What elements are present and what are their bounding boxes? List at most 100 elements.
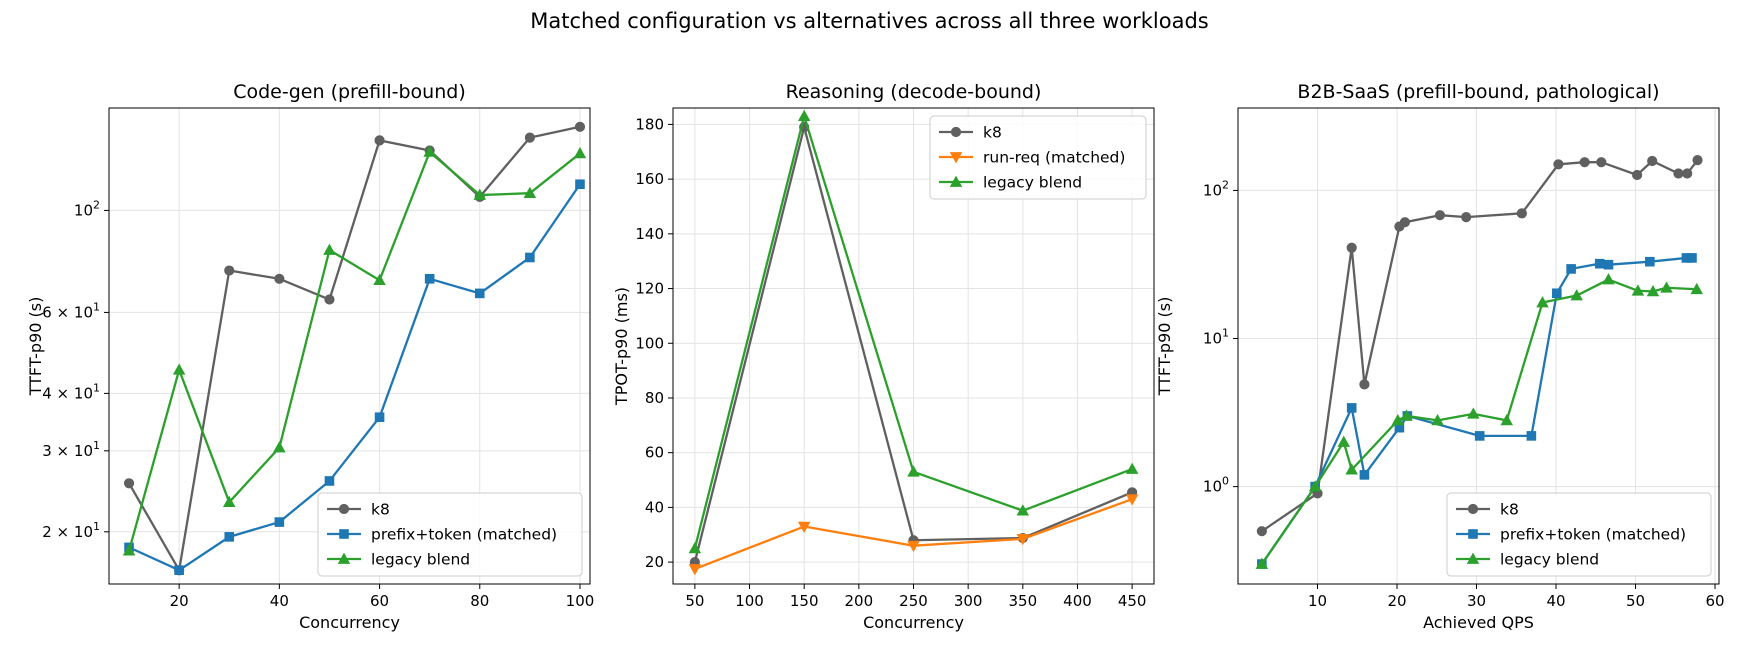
legend-entry: k8 — [1456, 501, 1519, 519]
x-tick-label: 20 — [1387, 592, 1406, 610]
data-point — [1603, 259, 1614, 270]
data-point — [523, 186, 537, 199]
data-point — [1345, 463, 1358, 475]
legend: k8 run-req (matched) legacy blend — [929, 115, 1147, 200]
legend-entry: k8 — [939, 124, 1002, 142]
data-point — [274, 517, 285, 527]
legend-label: k8 — [983, 124, 1002, 142]
data-point — [1646, 284, 1660, 297]
y-axis-label: TPOT-p90 (ms) — [612, 287, 631, 406]
series-2 — [688, 494, 1139, 576]
legend-entry: legacy blend — [1456, 551, 1599, 569]
data-point — [1255, 557, 1269, 569]
y-tick-label: 100 — [1203, 475, 1229, 496]
series-line — [128, 183, 581, 572]
legend-marker — [337, 552, 351, 564]
legend-label: legacy blend — [1500, 551, 1599, 569]
data-point — [1256, 526, 1267, 537]
x-tick-label: 40 — [1546, 592, 1565, 610]
data-point — [1467, 407, 1480, 419]
axes-frame — [1237, 107, 1720, 585]
series-1 — [1256, 155, 1703, 537]
legend: k8 prefix+token (matched) legacy blend — [317, 492, 583, 577]
data-point — [1308, 480, 1322, 492]
data-point — [324, 294, 335, 305]
x-tick-label: 40 — [270, 592, 289, 610]
data-point — [122, 544, 136, 556]
legend-label: legacy blend — [371, 551, 470, 569]
y-tick-label: 140 — [635, 225, 664, 243]
y-tick-label: 6 × 101 — [42, 300, 100, 321]
data-point — [1645, 256, 1655, 267]
data-point — [1461, 212, 1472, 223]
y-tick-label: 100 — [635, 334, 664, 352]
data-point — [1337, 435, 1350, 447]
x-tick-label: 450 — [1118, 592, 1147, 610]
data-point — [1566, 264, 1576, 274]
legend-marker — [1467, 503, 1479, 515]
data-point — [1346, 242, 1357, 253]
panel-3: 10 20 30 40 50 60 100 101 102 B2B-SaaS (prefill-b… — [1155, 81, 1725, 632]
x-tick-label: 10 — [1308, 592, 1327, 610]
series-line — [1261, 159, 1699, 533]
data-point — [1690, 282, 1703, 295]
axes-frame — [108, 107, 591, 585]
y-tick-label: 102 — [74, 198, 100, 219]
x-tick-label: 30 — [1467, 592, 1486, 610]
legend-marker — [949, 175, 963, 187]
y-tick-label: 180 — [635, 115, 664, 133]
panel-title: B2B-SaaS (prefill-bound, pathological) — [1297, 81, 1659, 103]
data-point — [797, 521, 811, 533]
x-tick-label: 60 — [370, 592, 389, 610]
data-point — [1553, 159, 1564, 170]
data-point — [123, 478, 135, 489]
data-point — [1647, 155, 1658, 167]
x-tick-label: 80 — [470, 592, 489, 610]
data-point — [1016, 534, 1030, 546]
series-3 — [688, 109, 1139, 554]
y-axis-label: TTFT-p90 (s) — [26, 297, 45, 397]
data-point — [575, 179, 585, 190]
y-axis-label: TTFT-p90 (s) — [1155, 297, 1174, 397]
data-point — [525, 252, 535, 263]
legend-box — [1446, 492, 1712, 577]
x-tick-label: 60 — [1705, 592, 1724, 610]
data-point — [1474, 431, 1485, 441]
data-point — [274, 273, 285, 284]
data-point — [1536, 296, 1549, 308]
panel-1: 20 40 60 80 100 2 × 101 3 × 101 4 × 101 6 × 101 1… — [26, 81, 594, 632]
series-line — [128, 125, 581, 572]
data-point — [1016, 504, 1030, 516]
data-point — [1434, 210, 1446, 221]
y-tick-label: 102 — [1203, 178, 1229, 199]
x-axis-label: Concurrency — [299, 613, 400, 632]
series-line — [1260, 278, 1697, 565]
legend-entry: prefix+token (matched) — [1456, 526, 1686, 544]
legend-label: prefix+token (matched) — [371, 526, 557, 544]
figure-title: Matched configuration vs alternatives ac… — [530, 9, 1208, 33]
y-tick-label: 120 — [635, 280, 664, 298]
legend: k8 prefix+token (matched) legacy blend — [1446, 492, 1712, 577]
data-point — [1579, 157, 1590, 168]
data-point — [273, 441, 286, 453]
x-tick-label: 300 — [954, 592, 983, 610]
data-point — [474, 288, 485, 299]
data-point — [1682, 168, 1693, 179]
data-point — [1526, 431, 1537, 441]
data-point — [423, 145, 436, 157]
data-point — [797, 109, 811, 122]
data-point — [1125, 494, 1139, 506]
legend-box — [929, 115, 1147, 200]
y-tick-label: 160 — [635, 170, 664, 188]
data-point — [1359, 470, 1370, 480]
x-tick-label: 100 — [735, 592, 764, 610]
legend-marker — [339, 529, 349, 539]
data-point — [1399, 217, 1411, 228]
legend-marker — [950, 126, 962, 138]
data-point — [1692, 155, 1703, 166]
y-tick-label: 40 — [645, 498, 664, 516]
data-point — [1431, 413, 1444, 426]
legend-entry: prefix+token (matched) — [327, 526, 557, 544]
legend-marker — [949, 152, 963, 164]
